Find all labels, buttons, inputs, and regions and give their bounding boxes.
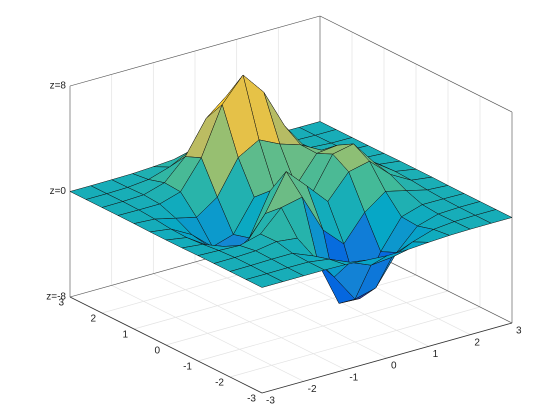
y-tick-label: 1 bbox=[122, 330, 128, 341]
x-tick-label: -2 bbox=[308, 384, 317, 395]
x-tick-label: 2 bbox=[474, 337, 480, 348]
x-tick-label: -1 bbox=[349, 372, 358, 383]
y-tick-label: -2 bbox=[215, 378, 224, 389]
x-tick-label: 1 bbox=[433, 349, 439, 360]
grid-line bbox=[229, 306, 481, 378]
z-tick-label: z=8 bbox=[50, 81, 67, 92]
z-tick-label: z=0 bbox=[50, 186, 67, 197]
axis-line bbox=[261, 322, 513, 394]
x-tick-label: 0 bbox=[391, 361, 397, 372]
box-edge bbox=[319, 15, 513, 113]
surface bbox=[69, 74, 513, 304]
axis-line bbox=[69, 296, 263, 394]
z-tick-label: z=-8 bbox=[46, 292, 66, 303]
box-edge bbox=[69, 15, 321, 87]
y-tick-label: 3 bbox=[58, 298, 64, 309]
x-tick-label: -3 bbox=[266, 396, 275, 407]
y-tick-label: -3 bbox=[247, 394, 256, 405]
y-tick-label: -1 bbox=[183, 362, 192, 373]
y-tick-label: 2 bbox=[90, 314, 96, 325]
grid-line bbox=[197, 290, 449, 362]
surface-patch bbox=[245, 273, 284, 288]
x-tick-label: 3 bbox=[516, 326, 522, 337]
y-tick-label: 0 bbox=[154, 346, 160, 357]
